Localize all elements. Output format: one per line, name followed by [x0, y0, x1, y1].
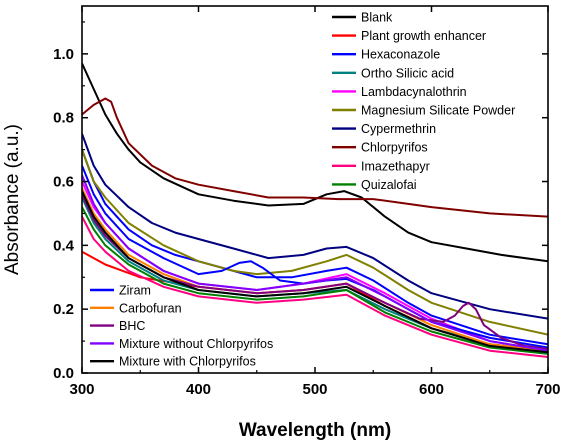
legend-label: Plant growth enhancer: [361, 29, 486, 43]
legend-label: Cypermethrin: [361, 122, 436, 136]
y-tick-label: 0.8: [53, 110, 74, 127]
legend-label: Hexaconazole: [361, 48, 440, 62]
y-tick-label: 1.0: [53, 46, 74, 63]
series-line-mixture-with-chlorpyrifos: [82, 190, 548, 354]
legend-label: Chlorpyrifos: [361, 141, 428, 155]
y-tick-label: 0.0: [53, 365, 74, 382]
legend-label: Carbofuran: [119, 301, 182, 315]
legend-item: Cypermethrin: [332, 122, 436, 136]
x-axis-title: Wavelength (nm): [239, 420, 391, 441]
x-tick-label: 700: [535, 381, 560, 398]
series-line-blank: [82, 62, 548, 263]
legend-label: Imazethapyr: [361, 159, 430, 173]
legend-item: BHC: [90, 319, 145, 333]
legend-item: Mixture without Chlorpyrifos: [90, 337, 273, 351]
y-tick-label: 0.4: [53, 237, 75, 254]
legend-item: Ziram: [90, 284, 151, 298]
series-line-ortho-silicic-acid: [82, 197, 548, 352]
legend-top-right: Blank Plant growth enhancer Hexaconazole Or…: [332, 11, 515, 192]
legend-item: Magnesium Silicate Powder: [332, 104, 515, 118]
legend-item: Blank: [332, 11, 393, 25]
legend-item: Imazethapyr: [332, 159, 430, 173]
legend-item: Ortho Silicic acid: [332, 66, 454, 80]
legend-item: Carbofuran: [90, 301, 182, 315]
series-line-lambdacynalothrin: [82, 181, 548, 352]
series-line-mixture-without-chlorpyrifos: [82, 174, 548, 352]
x-tick-label: 400: [186, 381, 211, 398]
series-layer: [82, 62, 548, 358]
series-line-quizalofai: [82, 206, 548, 355]
x-tick-label: 500: [302, 381, 327, 398]
legend-item: Chlorpyrifos: [332, 141, 428, 155]
series-line-chlorpyrifos: [82, 97, 548, 218]
axes-layer: 300 400 500 600 700 0.0 0.2 0.4 0.6 0.8 1.0: [53, 6, 561, 398]
legend-label: Quizalofai: [361, 178, 417, 192]
legend-label: Ortho Silicic acid: [361, 66, 454, 80]
legend-label: Ziram: [119, 284, 151, 298]
legend-item: Plant growth enhancer: [332, 29, 486, 43]
legend-label: Magnesium Silicate Powder: [361, 104, 515, 118]
legend-item: Hexaconazole: [332, 48, 440, 62]
x-tick-label: 300: [69, 381, 94, 398]
legend-item: Mixture with Chlorpyrifos: [90, 355, 256, 369]
y-axis-title: Absorbance (a.u.): [2, 124, 23, 275]
legend-label: BHC: [119, 319, 145, 333]
x-tick-label: 600: [419, 381, 444, 398]
y-tick-label: 0.6: [53, 174, 74, 191]
series-line-hexaconazole: [82, 149, 548, 346]
series-line-magnesium-silicate-powder: [82, 149, 548, 336]
legend-label: Blank: [361, 11, 393, 25]
series-line-ziram: [82, 165, 548, 349]
legend-label: Mixture with Chlorpyrifos: [119, 355, 256, 369]
legend-label: Lambdacynalothrin: [361, 85, 467, 99]
y-tick-label: 0.2: [53, 301, 74, 318]
series-line-imazethapyr: [82, 216, 548, 358]
legend-item: Quizalofai: [332, 178, 417, 192]
legend-bottom-left: Ziram Carbofuran BHC Mixture without Chlorp…: [90, 284, 273, 369]
legend-label: Mixture without Chlorpyrifos: [119, 337, 273, 351]
series-line-cypermethrin: [82, 133, 548, 320]
legend-item: Lambdacynalothrin: [332, 85, 467, 99]
